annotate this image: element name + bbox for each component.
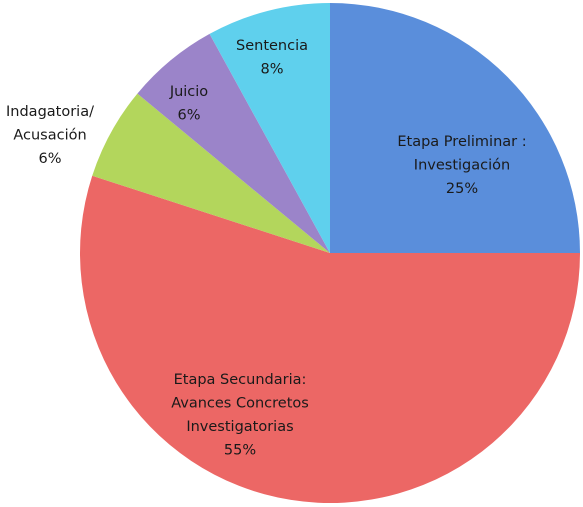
slice-value-label: 55% bbox=[224, 443, 256, 459]
slice-label: Indagatoria/ bbox=[6, 104, 94, 120]
slice-label: Etapa Secundaria: bbox=[174, 372, 307, 388]
slice-label: Etapa Preliminar : bbox=[397, 134, 526, 150]
slice-label: Sentencia bbox=[236, 38, 308, 54]
slice-label: Juicio bbox=[169, 84, 208, 100]
slice-label: Investigación bbox=[414, 158, 510, 174]
slice-label: Acusación bbox=[13, 128, 86, 144]
pie-slice bbox=[209, 3, 330, 253]
pie-slice bbox=[80, 175, 580, 503]
slice-value-label: 8% bbox=[260, 62, 283, 78]
pie-slice bbox=[330, 3, 580, 253]
slice-value-label: 6% bbox=[177, 108, 200, 124]
slice-label: Investigatorias bbox=[186, 419, 293, 435]
pie-slice bbox=[137, 33, 330, 254]
pie-slice bbox=[92, 93, 330, 253]
slice-label: Avances Concretos bbox=[171, 396, 309, 412]
slice-value-label: 6% bbox=[38, 151, 61, 167]
slice-value-label: 25% bbox=[446, 181, 478, 197]
